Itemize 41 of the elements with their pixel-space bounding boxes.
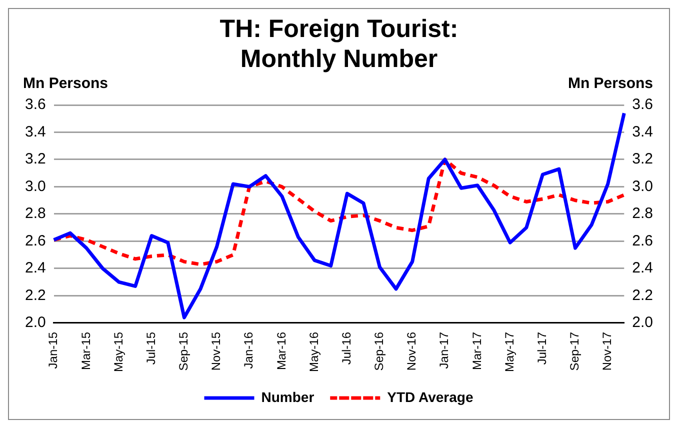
y-tick-label: 2.4 [24, 260, 46, 277]
x-tick-label: Mar-16 [274, 332, 288, 370]
y-tick-label: 2.0 [24, 314, 46, 332]
x-tick-label: Nov-16 [404, 332, 419, 371]
x-tick-label: May-17 [502, 332, 516, 372]
x-tick-label: May-15 [111, 332, 126, 372]
y-tick-label: 3.2 [24, 150, 46, 168]
x-tick-label: Jul-15 [144, 332, 158, 365]
x-tick-label: Sep-15 [176, 332, 191, 371]
chart-title: TH: Foreign Tourist: Monthly Number [220, 14, 458, 73]
y2-tick-label: 3.0 [632, 178, 654, 195]
x-tick-label: Jan-16 [242, 332, 256, 369]
y2-tick-label: 2.8 [632, 205, 654, 222]
x-tick-label: Jul-16 [339, 332, 354, 365]
x-tick-label: Jul-17 [534, 332, 549, 365]
y2-tick-label: 2.6 [632, 232, 654, 250]
x-tick-label: Jan-17 [437, 332, 452, 369]
y-tick-label: 2.6 [24, 232, 46, 250]
legend-label: Number [261, 388, 315, 405]
legend-label: YTD Average [387, 388, 474, 405]
y-tick-label: 2.2 [24, 286, 46, 304]
y-tick-label: 3.0 [24, 178, 46, 195]
x-tick-label: Sep-16 [372, 332, 386, 371]
x-tick-label: Sep-17 [568, 332, 582, 371]
y2-tick-label: 2.0 [632, 314, 654, 332]
x-tick-label: Nov-15 [209, 332, 224, 371]
y2-tick-label: 2.2 [632, 286, 654, 304]
y2-tick-label: 3.2 [632, 150, 654, 168]
y-axis-title: Mn Persons [23, 75, 108, 92]
y-tick-label: 2.8 [24, 205, 46, 222]
x-tick-label: Mar-15 [78, 332, 93, 370]
y-tick-label: 3.6 [24, 96, 46, 114]
x-tick-label: May-16 [306, 332, 321, 372]
x-tick-label: Mar-17 [470, 332, 484, 370]
x-tick-label: Nov-17 [600, 332, 614, 371]
y2-tick-label: 2.4 [632, 260, 654, 277]
x-tick-label: Jan-15 [46, 332, 60, 369]
y-tick-label: 3.4 [24, 123, 46, 140]
y2-tick-label: 3.6 [632, 96, 654, 114]
y2-axis-title: Mn Persons [568, 75, 653, 92]
y2-tick-label: 3.4 [632, 123, 654, 140]
